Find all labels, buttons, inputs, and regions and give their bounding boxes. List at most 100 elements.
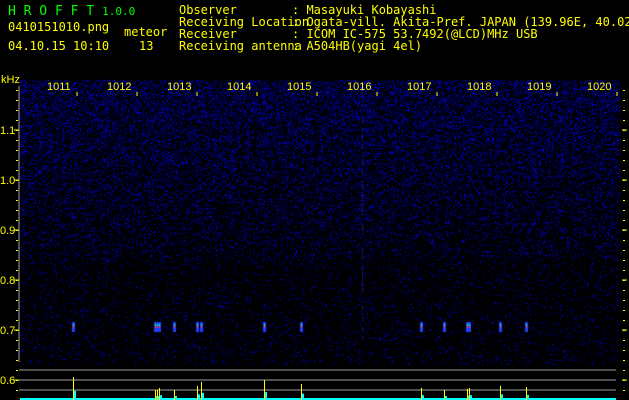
y-minor-tick-right	[623, 100, 625, 101]
y-minor-tick-right	[623, 350, 625, 351]
y-minor-tick	[16, 330, 18, 331]
y-minor-tick-right	[623, 300, 625, 301]
y-minor-tick-right	[623, 230, 625, 231]
y-minor-tick-right	[623, 110, 625, 111]
x-tick-label: 1017	[407, 81, 431, 93]
y-minor-tick-right	[623, 290, 625, 291]
info-value: : Ogata-vill. Akita-Pref. JAPAN (139.96E…	[292, 15, 629, 29]
detection-bar	[201, 382, 202, 400]
y-minor-tick	[16, 260, 18, 261]
y-minor-tick-right	[623, 250, 625, 251]
detection-sub-bar	[422, 395, 424, 400]
detection-bar	[444, 390, 445, 400]
meteor-count: 13	[139, 39, 154, 53]
y-minor-tick	[16, 380, 18, 381]
detection-bar	[469, 388, 470, 400]
detection-sub-bar	[265, 392, 267, 400]
detection-bar	[467, 389, 468, 400]
detection-bar	[197, 386, 198, 400]
detection-sub-bar	[175, 396, 177, 400]
app-name: H R O F F T	[8, 4, 95, 19]
x-tick-label: 1013	[167, 81, 191, 93]
x-tick-label: 1016	[347, 81, 371, 93]
datetime: 04.10.15 10:10	[8, 39, 110, 53]
y-minor-tick-right	[623, 340, 625, 341]
y-minor-tick-right	[623, 380, 625, 381]
info-value: : ICOM IC-575 53.7492(@LCD)MHz USB	[292, 27, 538, 41]
x-tick-label: 1018	[467, 81, 491, 93]
y-minor-tick	[16, 290, 18, 291]
y-minor-tick	[16, 310, 18, 311]
detection-bar	[500, 386, 501, 400]
y-minor-tick-right	[623, 330, 625, 331]
y-minor-tick	[16, 280, 18, 281]
detection-bar	[157, 390, 158, 400]
detection-sub-bar	[198, 394, 200, 400]
detection-bar	[159, 388, 160, 400]
y-minor-tick-right	[623, 240, 625, 241]
y-minor-tick-right	[623, 260, 625, 261]
info-label: Receiver	[179, 27, 237, 41]
detection-bar	[526, 387, 527, 400]
info-label: Receiving Location	[179, 15, 310, 29]
y-minor-tick	[16, 190, 18, 191]
y-minor-tick	[16, 130, 18, 131]
detection-bar	[174, 390, 175, 400]
y-minor-tick-right	[623, 220, 625, 221]
y-minor-tick	[16, 300, 18, 301]
detection-sub-bar	[202, 392, 204, 400]
y-minor-tick	[16, 240, 18, 241]
y-tick-label: 1.0	[0, 175, 15, 187]
y-minor-tick	[16, 200, 18, 201]
y-tick-label: 0.6	[0, 375, 15, 387]
y-minor-tick	[16, 340, 18, 341]
x-tick-label: 1019	[527, 81, 551, 93]
y-tick-label: 1.1	[0, 125, 15, 137]
y-minor-tick	[16, 320, 18, 321]
y-minor-tick-right	[623, 210, 625, 211]
y-minor-tick-right	[623, 370, 625, 371]
y-minor-tick	[16, 170, 18, 171]
detection-sub-bar	[160, 395, 162, 400]
filename: 0410151010.png	[8, 20, 110, 34]
y-minor-tick	[16, 270, 18, 271]
info-label: Receiving antenna	[179, 39, 302, 53]
app-version: 1.0.0	[102, 5, 136, 18]
y-minor-tick	[16, 360, 18, 361]
baseline-bar	[20, 398, 616, 400]
detection-bar	[421, 388, 422, 400]
y-minor-tick	[16, 230, 18, 231]
y-minor-tick-right	[623, 270, 625, 271]
y-minor-tick-right	[623, 130, 625, 131]
detection-bar	[73, 377, 74, 400]
info-value: : A504HB(yagi 4el)	[292, 39, 423, 53]
y-minor-tick-right	[623, 360, 625, 361]
x-axis-unit: kHz	[1, 74, 20, 86]
detection-sub-bar	[470, 395, 472, 400]
y-minor-tick-right	[623, 200, 625, 201]
detection-sub-bar	[527, 394, 529, 400]
y-minor-tick-right	[623, 160, 625, 161]
y-minor-tick-right	[623, 320, 625, 321]
y-minor-tick	[16, 90, 18, 91]
y-minor-tick	[16, 390, 18, 391]
y-minor-tick-right	[623, 170, 625, 171]
y-tick-label: 0.8	[0, 275, 15, 287]
y-minor-tick	[16, 140, 18, 141]
y-minor-tick	[16, 220, 18, 221]
y-minor-tick	[16, 250, 18, 251]
meteor-label: meteor	[124, 25, 168, 39]
y-minor-tick	[16, 100, 18, 101]
y-minor-tick	[16, 110, 18, 111]
x-tick-label: 1011	[47, 81, 71, 93]
y-minor-tick-right	[623, 390, 625, 391]
x-tick-label: 1020	[587, 81, 611, 93]
y-tick-label: 0.7	[0, 325, 15, 337]
detection-sub-bar	[501, 394, 503, 400]
detection-bar	[155, 390, 156, 400]
app-title: H R O F F T 1.0.0	[8, 5, 135, 18]
detection-bar	[264, 380, 265, 400]
detection-bar	[301, 384, 302, 400]
